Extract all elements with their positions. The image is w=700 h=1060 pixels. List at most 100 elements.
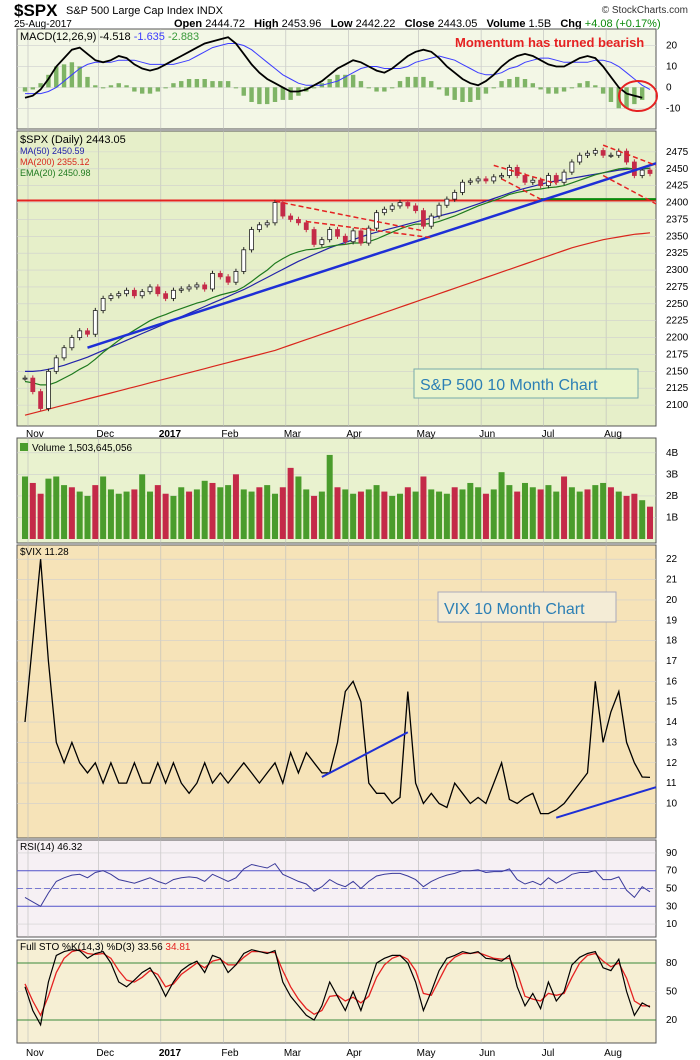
- price-candle: [319, 239, 325, 245]
- macd-hist-bar: [546, 87, 551, 94]
- price-candle: [405, 202, 411, 207]
- price-candle: [452, 191, 458, 200]
- macd-hist-bar: [100, 87, 106, 89]
- volume-bar: [350, 493, 357, 539]
- volume-bar: [303, 489, 310, 539]
- macd-hist-bar: [218, 81, 223, 88]
- x-tick-label: May: [417, 429, 436, 440]
- sto-legend: Full STO %K(14,3) %D(3) 33.56 34.81: [20, 942, 191, 953]
- tick-label-price-7: 2300: [666, 265, 689, 276]
- tick-label-price-6: 2325: [666, 248, 689, 259]
- price-candle: [491, 176, 497, 182]
- tick-label-price-13: 2150: [666, 366, 689, 377]
- tick-label-macd-0: 20: [666, 41, 678, 52]
- volume-bar: [209, 482, 216, 539]
- rsi-line: [24, 862, 651, 907]
- x-tick-label: Feb: [221, 429, 239, 440]
- price-candle: [85, 330, 90, 335]
- volume-bar: [428, 489, 435, 539]
- tick-label-vix-1: 21: [666, 575, 678, 586]
- tick-label-macd-3: -10: [666, 103, 681, 114]
- macd-hist-bar: [436, 87, 442, 90]
- volume-bar: [482, 493, 489, 539]
- price-candle: [530, 179, 536, 183]
- macd-hist-bar: [241, 87, 246, 96]
- chg-value: +4.08 (+0.17%): [584, 18, 661, 30]
- price-uptrend-line: [87, 162, 657, 349]
- tick-label-vix-9: 13: [666, 737, 678, 748]
- volume-bar: [576, 491, 583, 539]
- volume-bar: [443, 493, 450, 539]
- x-tick-label-bottom: Apr: [346, 1048, 362, 1059]
- price-candle: [272, 202, 278, 224]
- x-tick-label-bottom: Aug: [604, 1048, 622, 1059]
- vix-trendline-1: [321, 731, 409, 778]
- rsi-legend: RSI(14) 46.32: [20, 842, 83, 853]
- price-candle: [374, 212, 379, 229]
- price-candle: [428, 215, 434, 227]
- price-candle: [608, 154, 614, 157]
- price-flag3-lower: [602, 174, 657, 205]
- tick-label-price-0: 2475: [666, 147, 689, 158]
- volume-legend-swatch: [20, 443, 28, 451]
- tick-label-volume-0: 4B: [666, 448, 679, 459]
- volume-bar: [420, 476, 427, 539]
- macd-hist-bar: [358, 81, 364, 88]
- macd-hist-bar: [202, 79, 207, 88]
- macd-hist-bar: [600, 87, 606, 94]
- macd-hist-bar: [413, 76, 418, 88]
- x-tick-label: Mar: [284, 429, 302, 440]
- price-candle: [163, 293, 169, 299]
- price-candle: [335, 229, 340, 237]
- price-candle: [569, 161, 575, 173]
- price-candle: [264, 222, 270, 226]
- exchange-code: INDX: [196, 5, 223, 17]
- macd-hist-bar: [561, 87, 567, 92]
- price-candle: [311, 229, 317, 245]
- tick-label-vix-7: 15: [666, 697, 678, 708]
- macd-hist-bar: [171, 83, 176, 88]
- sto-k-line: [24, 949, 651, 1027]
- price-ma200-line: [24, 232, 651, 416]
- volume-bar: [607, 487, 614, 539]
- macd-hist-bar: [507, 79, 512, 88]
- volume-bar: [647, 506, 653, 539]
- volume-bar: [584, 489, 591, 539]
- chg-label: Chg: [560, 18, 582, 30]
- volume-bar: [537, 489, 544, 539]
- volume-bar: [139, 474, 146, 539]
- macd-hist-bar: [452, 87, 457, 100]
- x-tick-label-bottom: Jun: [479, 1048, 495, 1059]
- volume-bar: [29, 482, 36, 539]
- volume-bar: [162, 493, 169, 539]
- tick-label-price-2: 2425: [666, 181, 689, 192]
- x-tick-label-bottom: May: [417, 1048, 436, 1059]
- x-tick-label-bottom: Dec: [96, 1048, 114, 1059]
- volume-bar: [451, 487, 458, 539]
- volume-bar: [279, 487, 286, 539]
- price-annotation: S&P 500 10 Month Chart: [420, 377, 598, 394]
- tick-label-volume-1: 3B: [666, 469, 679, 480]
- macd-hist-bar: [397, 81, 403, 88]
- volume-bar: [506, 485, 513, 539]
- price-candle: [155, 286, 161, 295]
- price-candle: [639, 169, 645, 176]
- macd-hist-bar: [624, 87, 629, 109]
- macd-hist-bar: [61, 64, 67, 88]
- macd-hist-bar: [147, 87, 153, 94]
- macd-hist-bar: [38, 83, 43, 88]
- macd-hist-bar: [491, 87, 496, 89]
- macd-hist-bar: [382, 87, 387, 92]
- vix-legend: $VIX 11.28: [20, 547, 69, 558]
- macd-hist-bar: [530, 83, 536, 88]
- high-label: High: [254, 18, 279, 30]
- price-annotation-box: [413, 368, 639, 399]
- macd-hist-bar: [108, 85, 114, 88]
- macd-hist-bar: [405, 76, 411, 88]
- macd-hist-bar: [93, 85, 98, 88]
- price-candle: [561, 171, 567, 183]
- price-candle: [69, 337, 75, 349]
- price-candle: [397, 202, 403, 207]
- macd-hist-bar: [186, 79, 192, 88]
